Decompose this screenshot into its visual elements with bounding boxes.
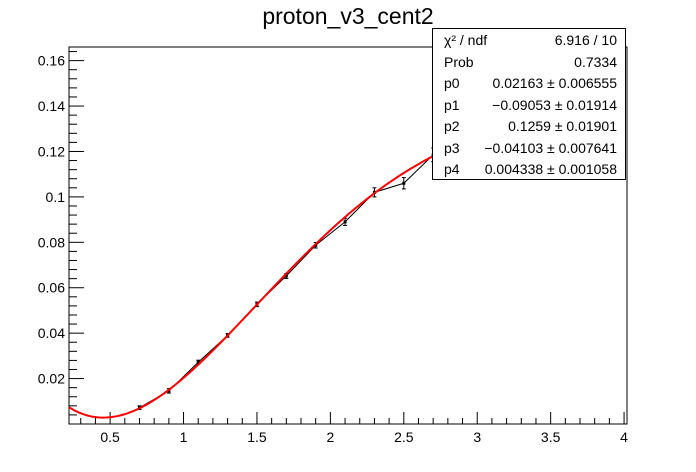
- stat-row-chi2: χ² / ndf 6.916 / 10: [433, 29, 625, 51]
- stat-value: −0.09053 ± 0.01914: [492, 96, 617, 113]
- stat-row-p0: p0 0.02163 ± 0.006555: [433, 72, 625, 94]
- fit-stats-box: χ² / ndf 6.916 / 10 Prob 0.7334 p0 0.021…: [432, 28, 626, 180]
- data-point: [284, 274, 288, 278]
- y-tick-label: 0.04: [38, 325, 65, 341]
- stat-name: p3: [444, 139, 460, 156]
- x-tick-label: 1: [180, 429, 188, 445]
- x-tick-label: 4: [620, 429, 628, 445]
- stat-name: Prob: [444, 53, 474, 70]
- x-tick-label: 3.5: [541, 429, 561, 445]
- chart-title: proton_v3_cent2: [262, 3, 433, 29]
- stat-name: χ² / ndf: [444, 32, 488, 48]
- stat-value: 6.916 / 10: [554, 32, 617, 48]
- x-tick-label: 1.5: [247, 429, 267, 445]
- data-point: [343, 220, 347, 224]
- y-tick-label: 0.14: [38, 98, 65, 114]
- data-point: [196, 360, 200, 364]
- data-point: [402, 181, 406, 185]
- x-tick-label: 2.5: [394, 429, 414, 445]
- y-tick-label: 0.06: [38, 280, 65, 296]
- stat-name: p1: [444, 96, 460, 113]
- stat-name: p0: [444, 75, 460, 91]
- y-tick-label: 0.12: [38, 143, 65, 159]
- x-tick-label: 2: [326, 429, 334, 445]
- y-tick-label: 0.02: [38, 371, 65, 387]
- fit-curve: [68, 143, 458, 419]
- y-tick-label: 0.16: [38, 53, 65, 69]
- y-tick-label: 0.08: [38, 234, 65, 250]
- stat-row-p2: p2 0.1259 ± 0.01901: [433, 115, 625, 137]
- data-polyline: [139, 154, 434, 409]
- stat-value: 0.1259 ± 0.01901: [508, 118, 617, 134]
- stat-value: 0.02163 ± 0.006555: [492, 75, 617, 91]
- stat-row-p1: p1 −0.09053 ± 0.01914: [433, 94, 625, 116]
- stat-row-prob: Prob 0.7334: [433, 51, 625, 73]
- stat-value: 0.004338 ± 0.001058: [484, 161, 617, 177]
- stat-row-p3: p3 −0.04103 ± 0.007641: [433, 137, 625, 159]
- stat-value: −0.04103 ± 0.007641: [484, 139, 617, 156]
- plot-frame: [68, 46, 628, 425]
- stat-name: p2: [444, 118, 460, 134]
- stat-name: p4: [444, 161, 460, 177]
- data-series: [68, 143, 458, 419]
- stat-row-p4: p4 0.004338 ± 0.001058: [433, 158, 625, 180]
- x-tick-label: 0.5: [100, 429, 120, 445]
- stat-value: 0.7334: [574, 53, 617, 70]
- x-tick-label: 3: [473, 429, 481, 445]
- axes: 0.5 1 1.5 2 2.5 3 3.5 4 0.02 0.04 0.06 0.08 0.1 0.12 0…: [38, 46, 628, 445]
- y-tick-label: 0.1: [46, 189, 66, 205]
